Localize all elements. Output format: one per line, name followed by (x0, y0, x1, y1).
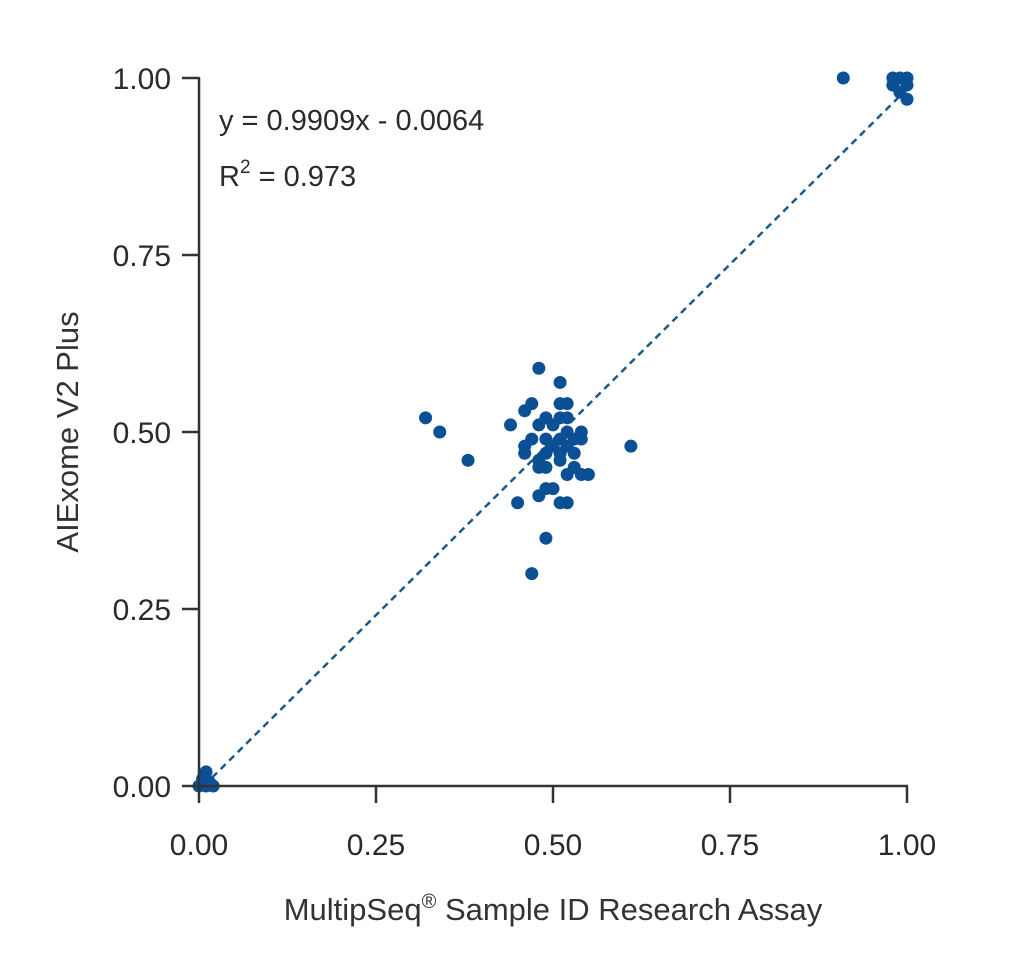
y-tick-label: 0.75 (113, 240, 171, 273)
data-point (574, 432, 588, 446)
r-squared-symbol: R (219, 161, 240, 193)
plot-lines (202, 95, 901, 787)
data-point (539, 531, 553, 545)
x-tick-label: 1.00 (878, 829, 936, 862)
data-point (560, 496, 574, 510)
data-point (525, 567, 539, 581)
x-axis-title-rest: Sample ID Research Assay (436, 892, 822, 927)
data-point (581, 467, 595, 481)
x-tick-label: 0.50 (524, 829, 582, 862)
regression-equation: y = 0.9909x - 0.0064 (219, 105, 484, 137)
data-point (836, 71, 850, 85)
data-point (504, 418, 518, 432)
data-point (624, 439, 638, 453)
data-point (560, 411, 574, 425)
data-point (525, 397, 539, 411)
r-squared-label: R2 = 0.973 (219, 157, 356, 193)
data-point (900, 92, 914, 106)
regression-line (202, 95, 901, 787)
axis-labels: 0.00 0.25 0.50 0.75 1.00 0.00 0.25 0.50 0.75 1.00 (113, 63, 937, 862)
x-axis-title: MultipSeq® Sample ID Research Assay (284, 891, 823, 927)
data-point (433, 425, 447, 439)
axes (182, 76, 909, 803)
r-squared-exponent: 2 (240, 157, 251, 178)
y-tick-label: 0.25 (113, 594, 171, 627)
x-tick-label: 0.25 (347, 829, 405, 862)
data-point (525, 432, 539, 446)
data-point (553, 453, 567, 467)
data-point (546, 482, 560, 496)
data-point (518, 446, 532, 460)
r-squared-value: = 0.973 (251, 161, 357, 193)
data-point (560, 397, 574, 411)
data-points (192, 71, 914, 793)
data-point (511, 496, 525, 510)
y-tick-label: 0.50 (113, 417, 171, 450)
x-tick-label: 0.00 (170, 829, 228, 862)
data-point (532, 361, 546, 375)
data-point (539, 460, 553, 474)
x-axis-title-main: MultipSeq (284, 892, 422, 927)
data-point (567, 446, 581, 460)
data-point (461, 453, 475, 467)
x-tick-label: 0.75 (701, 829, 759, 862)
y-tick-label: 1.00 (113, 63, 171, 96)
data-point (553, 375, 567, 389)
data-point (419, 411, 433, 425)
x-axis-title-registered-mark: ® (422, 891, 437, 913)
data-point (900, 78, 914, 92)
y-axis-title: AIExome V2 Plus (50, 311, 85, 552)
y-tick-label: 0.00 (113, 771, 171, 804)
